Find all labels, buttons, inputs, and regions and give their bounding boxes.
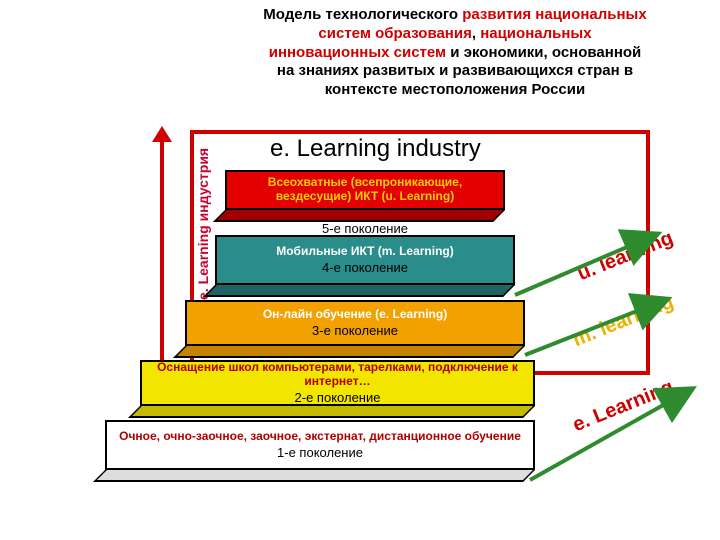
generation-label: 4-е поколение: [322, 260, 408, 275]
diagram-title: Модель технологического развития национа…: [200, 6, 710, 100]
generation-layer-2: Оснащение школ компьютерами, тарелками, …: [140, 360, 535, 418]
layer-description: Он-лайн обучение (e. Learning): [263, 308, 447, 322]
layer-description: Очное, очно-заочное, заочное, экстернат,…: [119, 430, 521, 444]
generation-layer-3: Он-лайн обучение (e. Learning)3-е поколе…: [185, 300, 525, 358]
generation-label: 2-е поколение: [295, 390, 381, 405]
layer-description: Мобильные ИКТ (m. Learning): [276, 245, 454, 259]
generation-label: 5-е поколение: [225, 221, 505, 236]
layer-description: Всеохватные (всепроникающие, вездесущие)…: [233, 176, 497, 204]
growth-arrow: [160, 140, 164, 360]
layer-description: Оснащение школ компьютерами, тарелками, …: [148, 361, 527, 389]
generation-label: 3-е поколение: [312, 323, 398, 338]
generation-layer-5: 5-е поколениеВсеохватные (всепроникающие…: [225, 170, 505, 222]
generation-layer-1: Очное, очно-заочное, заочное, экстернат,…: [105, 420, 535, 482]
generation-layer-4: Мобильные ИКТ (m. Learning)4-е поколение: [215, 235, 515, 297]
vertical-axis-label: e. Learning индустрия: [195, 148, 211, 300]
generation-label: 1-е поколение: [277, 445, 363, 460]
stage-label: e. Learning: [570, 376, 678, 437]
